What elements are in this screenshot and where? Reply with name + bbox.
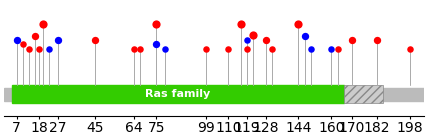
Point [46, 48, 53, 50]
Point [334, 48, 341, 50]
Bar [12, 85, 344, 103]
Point [40, 23, 47, 25]
Point [25, 48, 32, 50]
Point [130, 48, 137, 50]
Point [19, 43, 26, 45]
Point [161, 48, 168, 50]
Point [348, 39, 355, 41]
Point [268, 48, 275, 50]
Point [91, 39, 98, 41]
Point [328, 48, 335, 50]
Point [250, 33, 257, 36]
Point [137, 48, 144, 50]
Point [31, 35, 38, 37]
Text: Ras family: Ras family [145, 89, 211, 99]
Point [243, 48, 250, 50]
Point [13, 39, 20, 41]
Point [203, 48, 209, 50]
Point [373, 39, 380, 41]
Point [301, 35, 308, 37]
Point [307, 48, 314, 50]
Point [295, 23, 302, 25]
Point [237, 23, 244, 25]
Bar [344, 85, 383, 103]
Point [153, 43, 160, 45]
Point [153, 23, 160, 25]
Bar [4, 88, 424, 101]
Point [243, 39, 250, 41]
Point [262, 39, 269, 41]
Point [406, 48, 413, 50]
Point [36, 48, 43, 50]
Point [225, 48, 232, 50]
Point [54, 39, 61, 41]
